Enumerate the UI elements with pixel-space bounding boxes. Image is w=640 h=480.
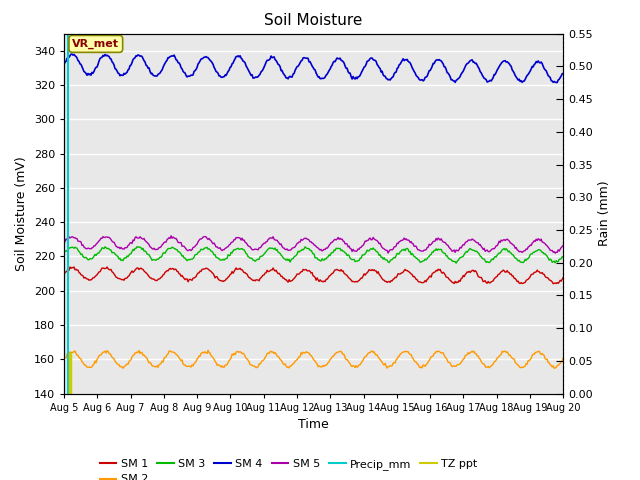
Legend: SM 1, SM 2, SM 3, SM 4, SM 5, Precip_mm, TZ ppt: SM 1, SM 2, SM 3, SM 4, SM 5, Precip_mm,… — [95, 455, 482, 480]
Y-axis label: Soil Moisture (mV): Soil Moisture (mV) — [15, 156, 28, 271]
Text: VR_met: VR_met — [72, 39, 119, 49]
X-axis label: Time: Time — [298, 418, 329, 431]
Title: Soil Moisture: Soil Moisture — [264, 13, 363, 28]
Y-axis label: Rain (mm): Rain (mm) — [598, 181, 611, 246]
